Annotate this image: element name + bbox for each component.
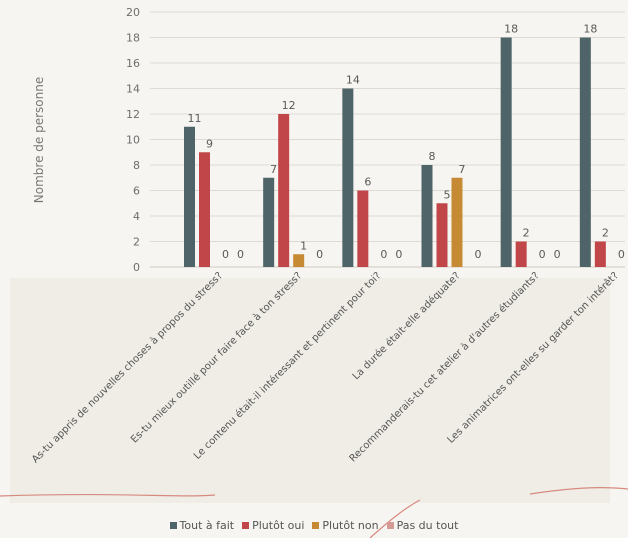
y-tick-label: 12	[126, 108, 140, 121]
y-tick-label: 6	[133, 185, 140, 198]
y-axis-label: Nombre de personne	[32, 77, 46, 203]
data-label: 18	[583, 23, 597, 36]
legend-swatch	[242, 522, 250, 529]
data-label: 9	[206, 137, 213, 150]
data-label: 7	[270, 163, 277, 176]
data-label: 5	[444, 188, 451, 201]
legend-swatch	[386, 522, 394, 529]
bar	[293, 254, 305, 267]
legend-swatch	[312, 522, 320, 529]
y-tick-label: 20	[126, 6, 140, 19]
category-label-panel	[10, 278, 610, 503]
data-label: 2	[602, 227, 609, 240]
data-label: 0	[316, 248, 323, 261]
legend-label: Tout à fait	[179, 519, 235, 532]
bar	[199, 152, 210, 267]
decorative-swoosh	[0, 493, 216, 497]
data-label: 18	[504, 23, 518, 36]
bar	[436, 203, 448, 267]
legend: Tout à fait Plutôt oui Plutôt non Pas du to…	[0, 519, 628, 532]
bar	[278, 114, 290, 267]
y-tick-label: 2	[133, 236, 140, 249]
data-label: 7	[459, 163, 466, 176]
data-label: 14	[346, 74, 360, 87]
bar	[357, 190, 369, 267]
y-axis-ticks: 0 2 4 6 8 10 12 14 16 18 20	[126, 6, 140, 274]
data-label: 6	[364, 176, 371, 189]
data-label: 0	[618, 248, 625, 261]
bar	[342, 88, 354, 267]
gridlines	[150, 11, 625, 268]
bar	[263, 177, 275, 267]
data-label: 12	[282, 99, 296, 112]
y-tick-label: 10	[126, 134, 140, 147]
y-tick-label: 4	[133, 210, 140, 223]
data-label: 0	[539, 248, 546, 261]
bar	[451, 177, 463, 267]
data-labels: 11900712101460085701820018200	[188, 23, 625, 262]
bar	[579, 37, 591, 267]
legend-label: Plutôt non	[322, 519, 379, 532]
bar	[594, 241, 606, 267]
y-tick-label: 8	[133, 159, 140, 172]
bar	[421, 165, 433, 267]
data-label: 0	[222, 248, 229, 261]
data-label: 0	[395, 248, 402, 261]
data-label: 8	[429, 150, 436, 163]
data-label: 0	[380, 248, 387, 261]
legend-item: Tout à fait	[169, 519, 235, 532]
decorative-swoosh-right	[529, 487, 628, 495]
data-label: 1	[300, 239, 307, 252]
legend-item: Plutôt non	[312, 519, 379, 532]
y-tick-label: 14	[126, 83, 140, 96]
legend-swatch	[169, 522, 177, 529]
data-label: 0	[475, 248, 482, 261]
y-tick-label: 0	[133, 261, 140, 274]
y-tick-label: 18	[126, 32, 140, 45]
legend-label: Plutôt oui	[252, 519, 305, 532]
bar	[515, 241, 527, 267]
data-label: 2	[523, 227, 530, 240]
y-tick-label: 16	[126, 57, 140, 70]
bars	[184, 37, 606, 267]
bar	[184, 126, 195, 267]
decorative-swoosh-curve	[369, 499, 421, 538]
legend-item: Pas du tout	[386, 519, 459, 532]
data-label: 0	[554, 248, 561, 261]
legend-item: Plutôt oui	[242, 519, 304, 532]
data-label: 0	[237, 248, 244, 261]
data-label: 11	[188, 112, 202, 125]
legend-label: Pas du tout	[396, 519, 459, 532]
bar	[500, 37, 512, 267]
